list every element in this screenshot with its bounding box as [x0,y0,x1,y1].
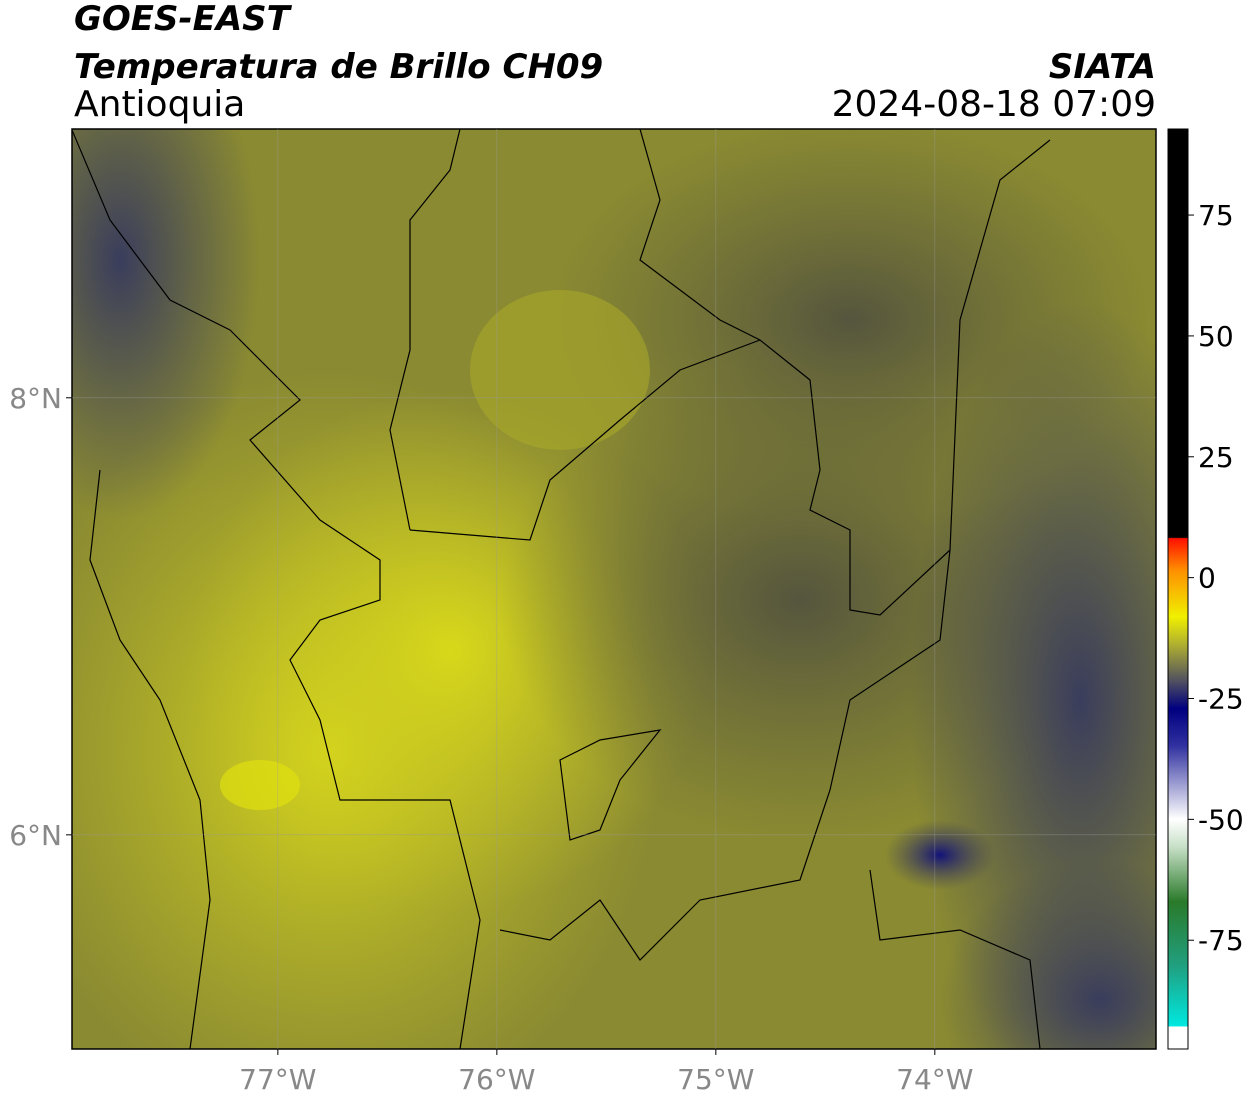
y-tick-label: 6°N [9,819,62,852]
subtitle: Temperatura de Brillo CH09 [74,47,603,87]
colorbar-label: 25 [1198,441,1234,474]
title: GOES-EAST [74,0,293,39]
region: Antioquia [74,84,245,125]
colorbar-label: -75 [1198,924,1244,957]
source: SIATA [1049,47,1156,87]
colorbar-label: 0 [1198,562,1216,595]
colorbar-label: -50 [1198,803,1244,836]
colorbar-label: 50 [1198,320,1234,353]
ticks: 77°W 76°W 75°W 74°W 8°N 6°N 75 50 25 0 -25 -50 -75 [9,129,1244,1096]
colorbar-label: 75 [1198,199,1234,232]
x-tick-label: 75°W [677,1063,754,1096]
colorbar-label: -25 [1198,683,1244,716]
colorbar [1167,128,1189,1050]
map-frame [71,128,1157,1050]
datetime: 2024-08-18 07:09 [832,84,1156,125]
x-tick-label: 76°W [458,1063,535,1096]
x-tick-label: 77°W [239,1063,316,1096]
x-tick-label: 74°W [896,1063,973,1096]
y-tick-label: 8°N [9,382,62,415]
